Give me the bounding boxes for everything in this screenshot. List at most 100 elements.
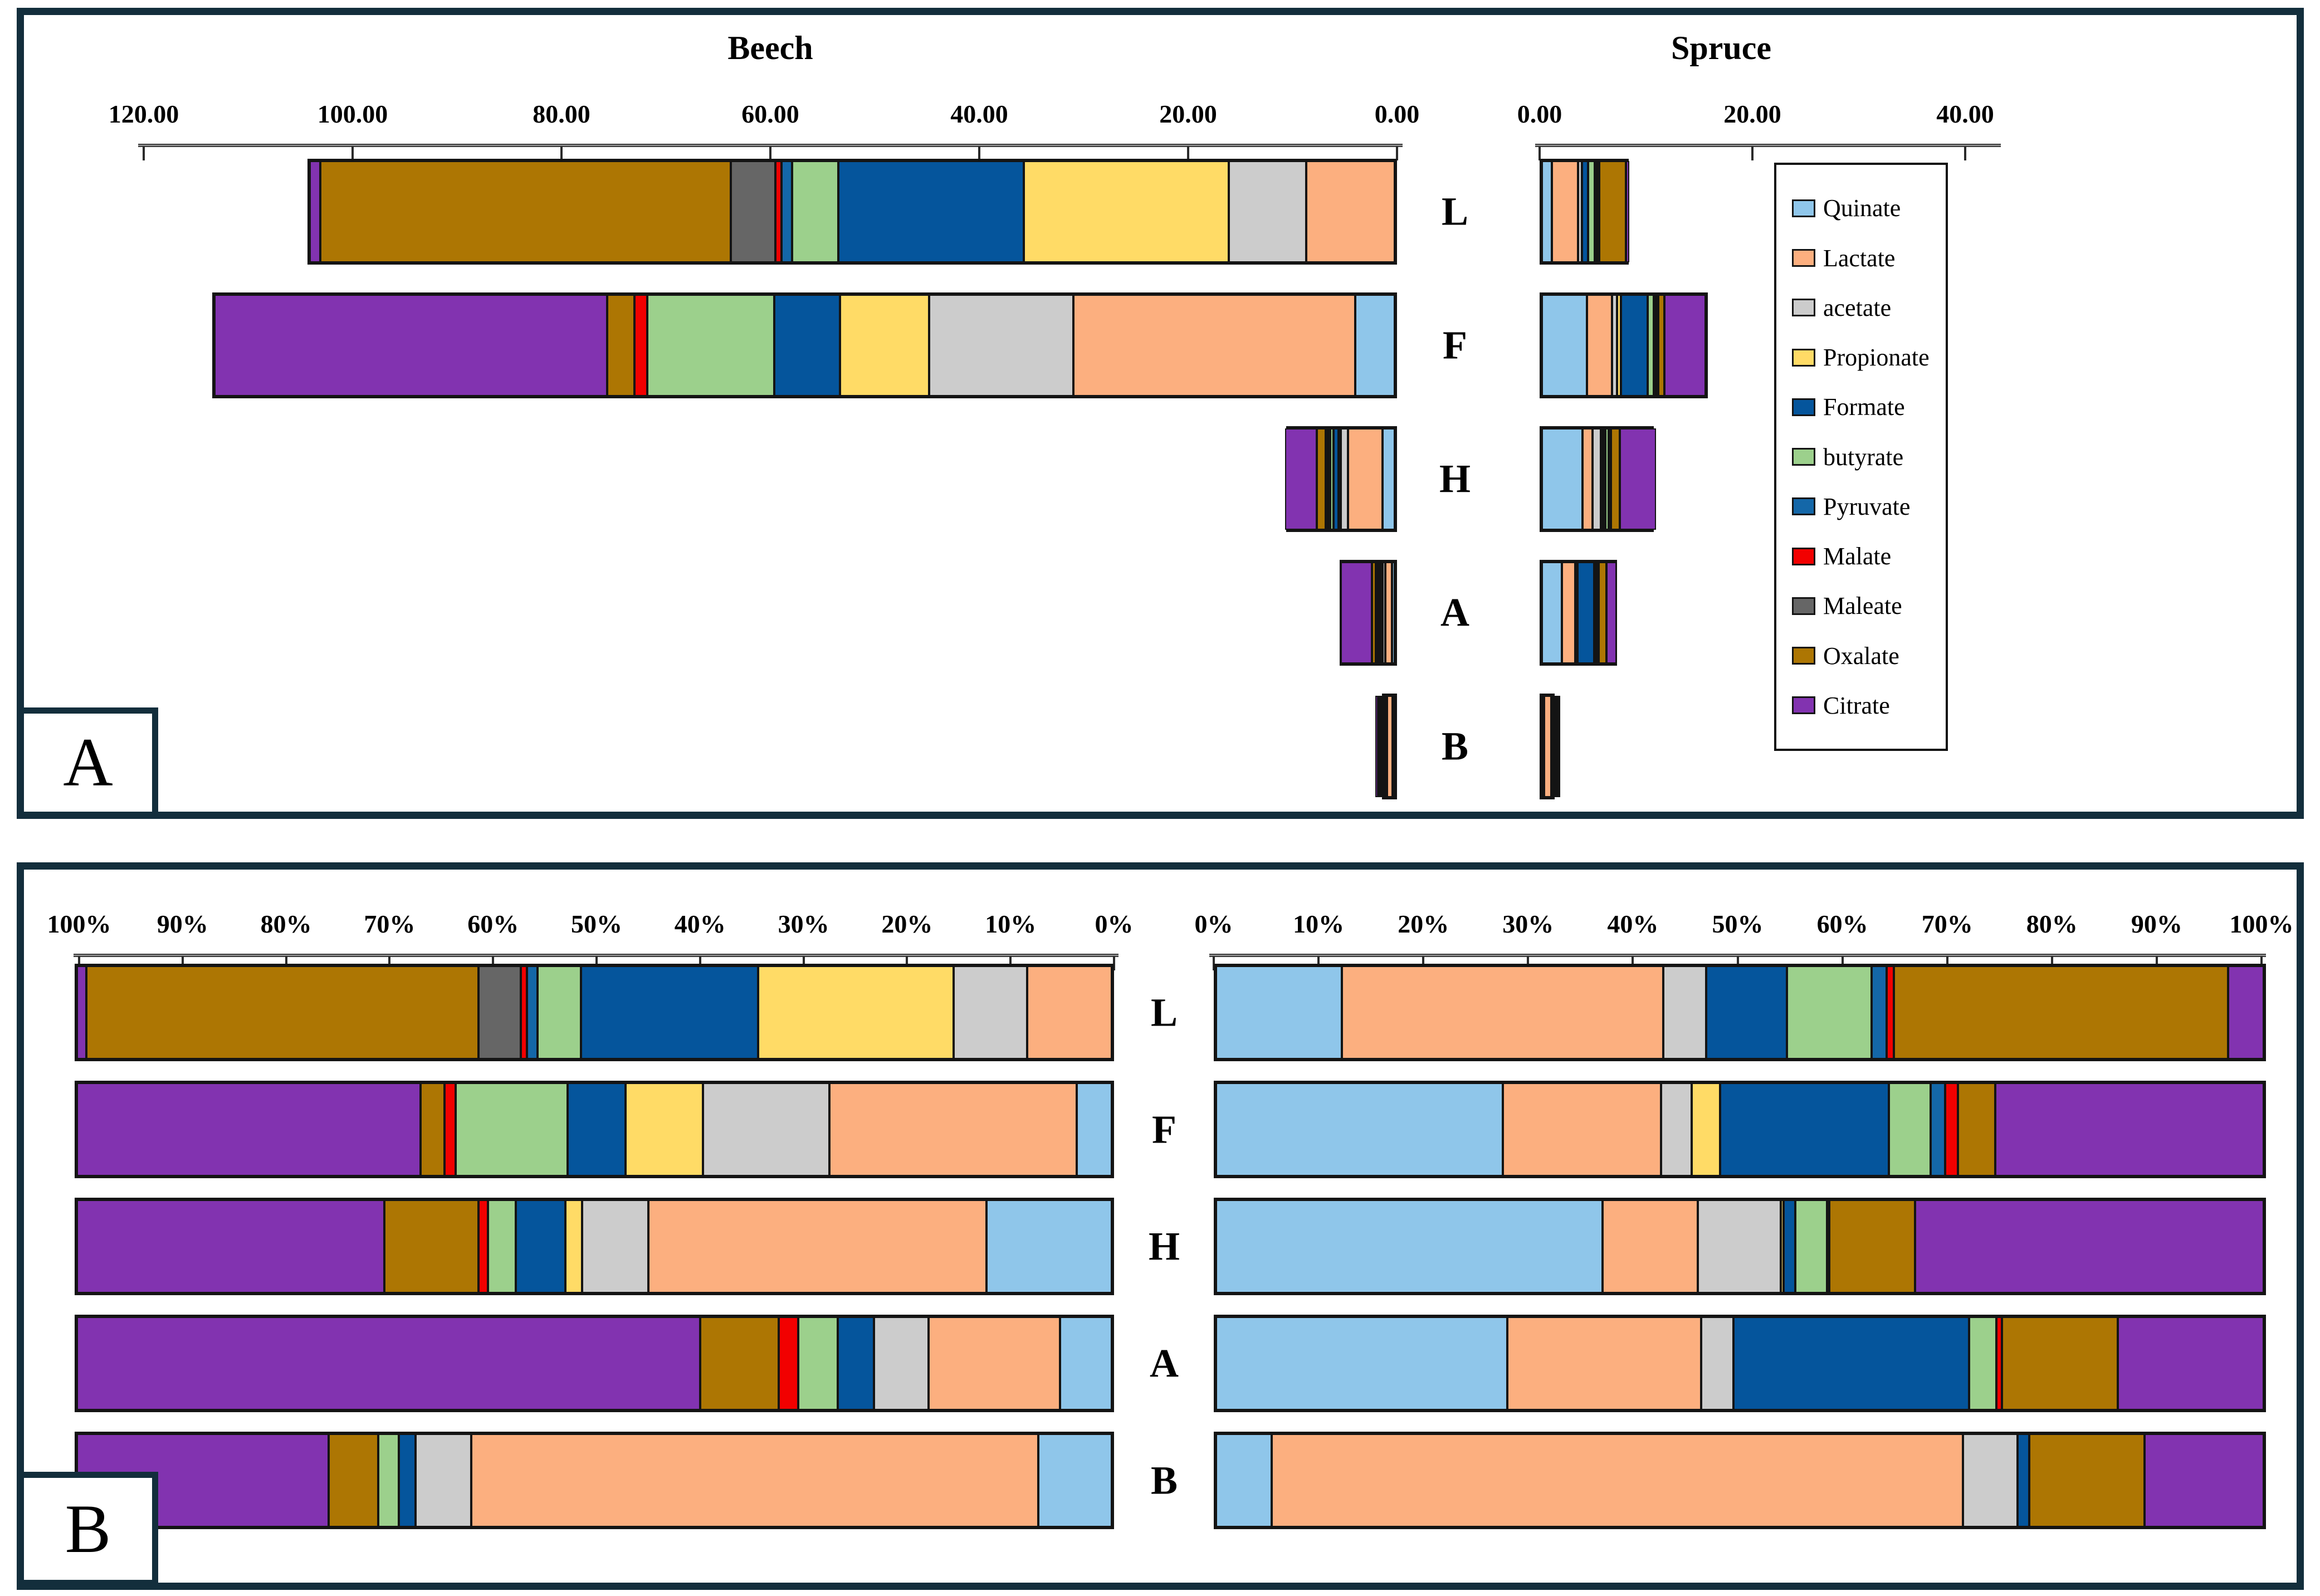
formate-segment (1603, 428, 1605, 530)
panel_b_spruce-tick-label: 100% (2229, 910, 2294, 938)
panel_b_beech-tick-label: 100% (47, 910, 111, 938)
acetate-segment (1612, 295, 1617, 396)
lactate-segment (1306, 161, 1395, 262)
quinate-segment (1076, 1083, 1112, 1176)
quinate-segment (1216, 1434, 1272, 1527)
panel-a-corner-label: A (18, 707, 158, 818)
formate-segment (838, 161, 1024, 262)
propionate-segment (1339, 428, 1341, 530)
oxalate-segment (1371, 562, 1376, 663)
malate-segment (778, 1317, 799, 1410)
quinate-segment (1216, 1083, 1503, 1176)
acetate-segment (1663, 966, 1707, 1059)
oxalate-segment (384, 1200, 478, 1293)
butyrate-segment (1888, 1083, 1931, 1176)
panel_a_spruce-tick-label: 0.00 (1517, 100, 1562, 128)
bar-panel_b_spruce-L (1214, 964, 2266, 1061)
citrate-segment (77, 1200, 384, 1293)
malate-segment (1376, 562, 1379, 663)
acetate-segment (1963, 1434, 2018, 1527)
formate-segment (2017, 1434, 2029, 1527)
butyrate-segment (456, 1083, 568, 1176)
panel_b_beech-tick-label: 80% (260, 910, 312, 938)
panel_b_spruce-tick (1213, 956, 1215, 970)
panel-a-box (17, 8, 2304, 819)
quinate-segment (1216, 1317, 1507, 1410)
panel_b_beech-tick-label: 10% (985, 910, 1037, 938)
beech-chart-title: Beech (727, 30, 813, 66)
citrate-segment (1914, 1200, 2264, 1293)
panel_b_beech-tick (1113, 956, 1115, 970)
citrate-segment (77, 1317, 700, 1410)
panel-a-letter: A (63, 724, 113, 801)
citrate-segment (1606, 562, 1617, 663)
formate-segment (1706, 966, 1787, 1059)
panel_b_beech-tick-label: 0% (1095, 910, 1134, 938)
quinate-segment (1392, 562, 1395, 663)
panel-b-letter: B (65, 1490, 111, 1567)
butyrate-segment (1594, 562, 1596, 663)
formate-segment (774, 295, 841, 396)
panel_b_spruce-tick (1422, 956, 1425, 970)
legend-label: Pyruvate (1823, 492, 1911, 520)
legend-item-acetate: acetate (1792, 294, 1940, 322)
citrate-segment (1626, 161, 1629, 262)
acetate-segment (1661, 1083, 1692, 1176)
panel_b_spruce-tick-label: 60% (1816, 910, 1868, 938)
bar-panel_b_beech-A (75, 1315, 1114, 1412)
pyruvate-swatch-icon (1792, 497, 1815, 516)
lactate-segment (1386, 696, 1393, 797)
pyruvate-segment (1595, 161, 1598, 262)
citrate-segment (1285, 428, 1317, 530)
bar-panel_a_spruce-L (1540, 159, 1629, 265)
malate-segment (1597, 161, 1600, 262)
butyrate-segment (1378, 562, 1381, 663)
bar-panel_a_beech-B (1375, 694, 1397, 799)
maleate-swatch-icon (1792, 597, 1815, 615)
quinate-segment (1216, 1200, 1603, 1293)
bar-panel_a_spruce-A (1540, 560, 1617, 666)
panel_a_beech-tick (1396, 146, 1398, 160)
panel-b-corner-label: B (18, 1472, 158, 1586)
legend-label: butyrate (1823, 443, 1904, 471)
bar-panel_a_beech-A (1340, 560, 1397, 666)
legend-item-oxalate: Oxalate (1792, 642, 1940, 670)
panel_b_spruce-tick (2155, 956, 2158, 970)
bar-panel_b_spruce-F (1214, 1081, 2266, 1178)
horizon-label-a-F: F (1443, 323, 1467, 368)
panel_b_beech-tick (78, 956, 80, 970)
bar-panel_a_beech-L (307, 159, 1397, 265)
panel_a_beech-tick-label: 100.00 (317, 100, 388, 128)
acetate-segment (929, 295, 1073, 396)
lactate-segment (1552, 161, 1578, 262)
panel_b_spruce-tick (2050, 956, 2053, 970)
formate-segment (1382, 696, 1385, 797)
malate-segment (775, 161, 782, 262)
bar-panel_a_spruce-H (1540, 426, 1656, 532)
propionate-swatch-icon (1792, 348, 1815, 367)
panel_b_spruce-tick-label: 70% (1921, 910, 1973, 938)
acetate-segment (1575, 562, 1578, 663)
quinate-segment (986, 1200, 1112, 1293)
lactate-segment (1503, 1083, 1662, 1176)
panel_b_spruce-tick-label: 0% (1194, 910, 1233, 938)
legend-label: Citrate (1823, 691, 1890, 719)
butyrate-segment (1380, 696, 1383, 797)
oxalate-segment (700, 1317, 779, 1410)
citrate-segment (77, 1083, 421, 1176)
lactate-segment (1507, 1317, 1701, 1410)
citrate-segment (214, 295, 608, 396)
citrate-segment (1619, 428, 1656, 530)
legend-item-citrate: Citrate (1792, 691, 1940, 720)
horizon-label-b-F: F (1152, 1107, 1176, 1151)
acetate-segment (1551, 696, 1554, 797)
citrate-segment (1375, 696, 1378, 797)
bar-panel_a_spruce-F (1540, 292, 1708, 398)
butyrate-segment (1605, 428, 1609, 530)
quinate-segment (1216, 966, 1342, 1059)
panel_a_spruce-tick (1751, 146, 1754, 160)
oxalate-segment (1316, 428, 1326, 530)
panel_b_beech-tick (388, 956, 391, 970)
horizon-label-a-B: B (1441, 724, 1469, 769)
horizon-label-b-L: L (1150, 990, 1178, 1034)
